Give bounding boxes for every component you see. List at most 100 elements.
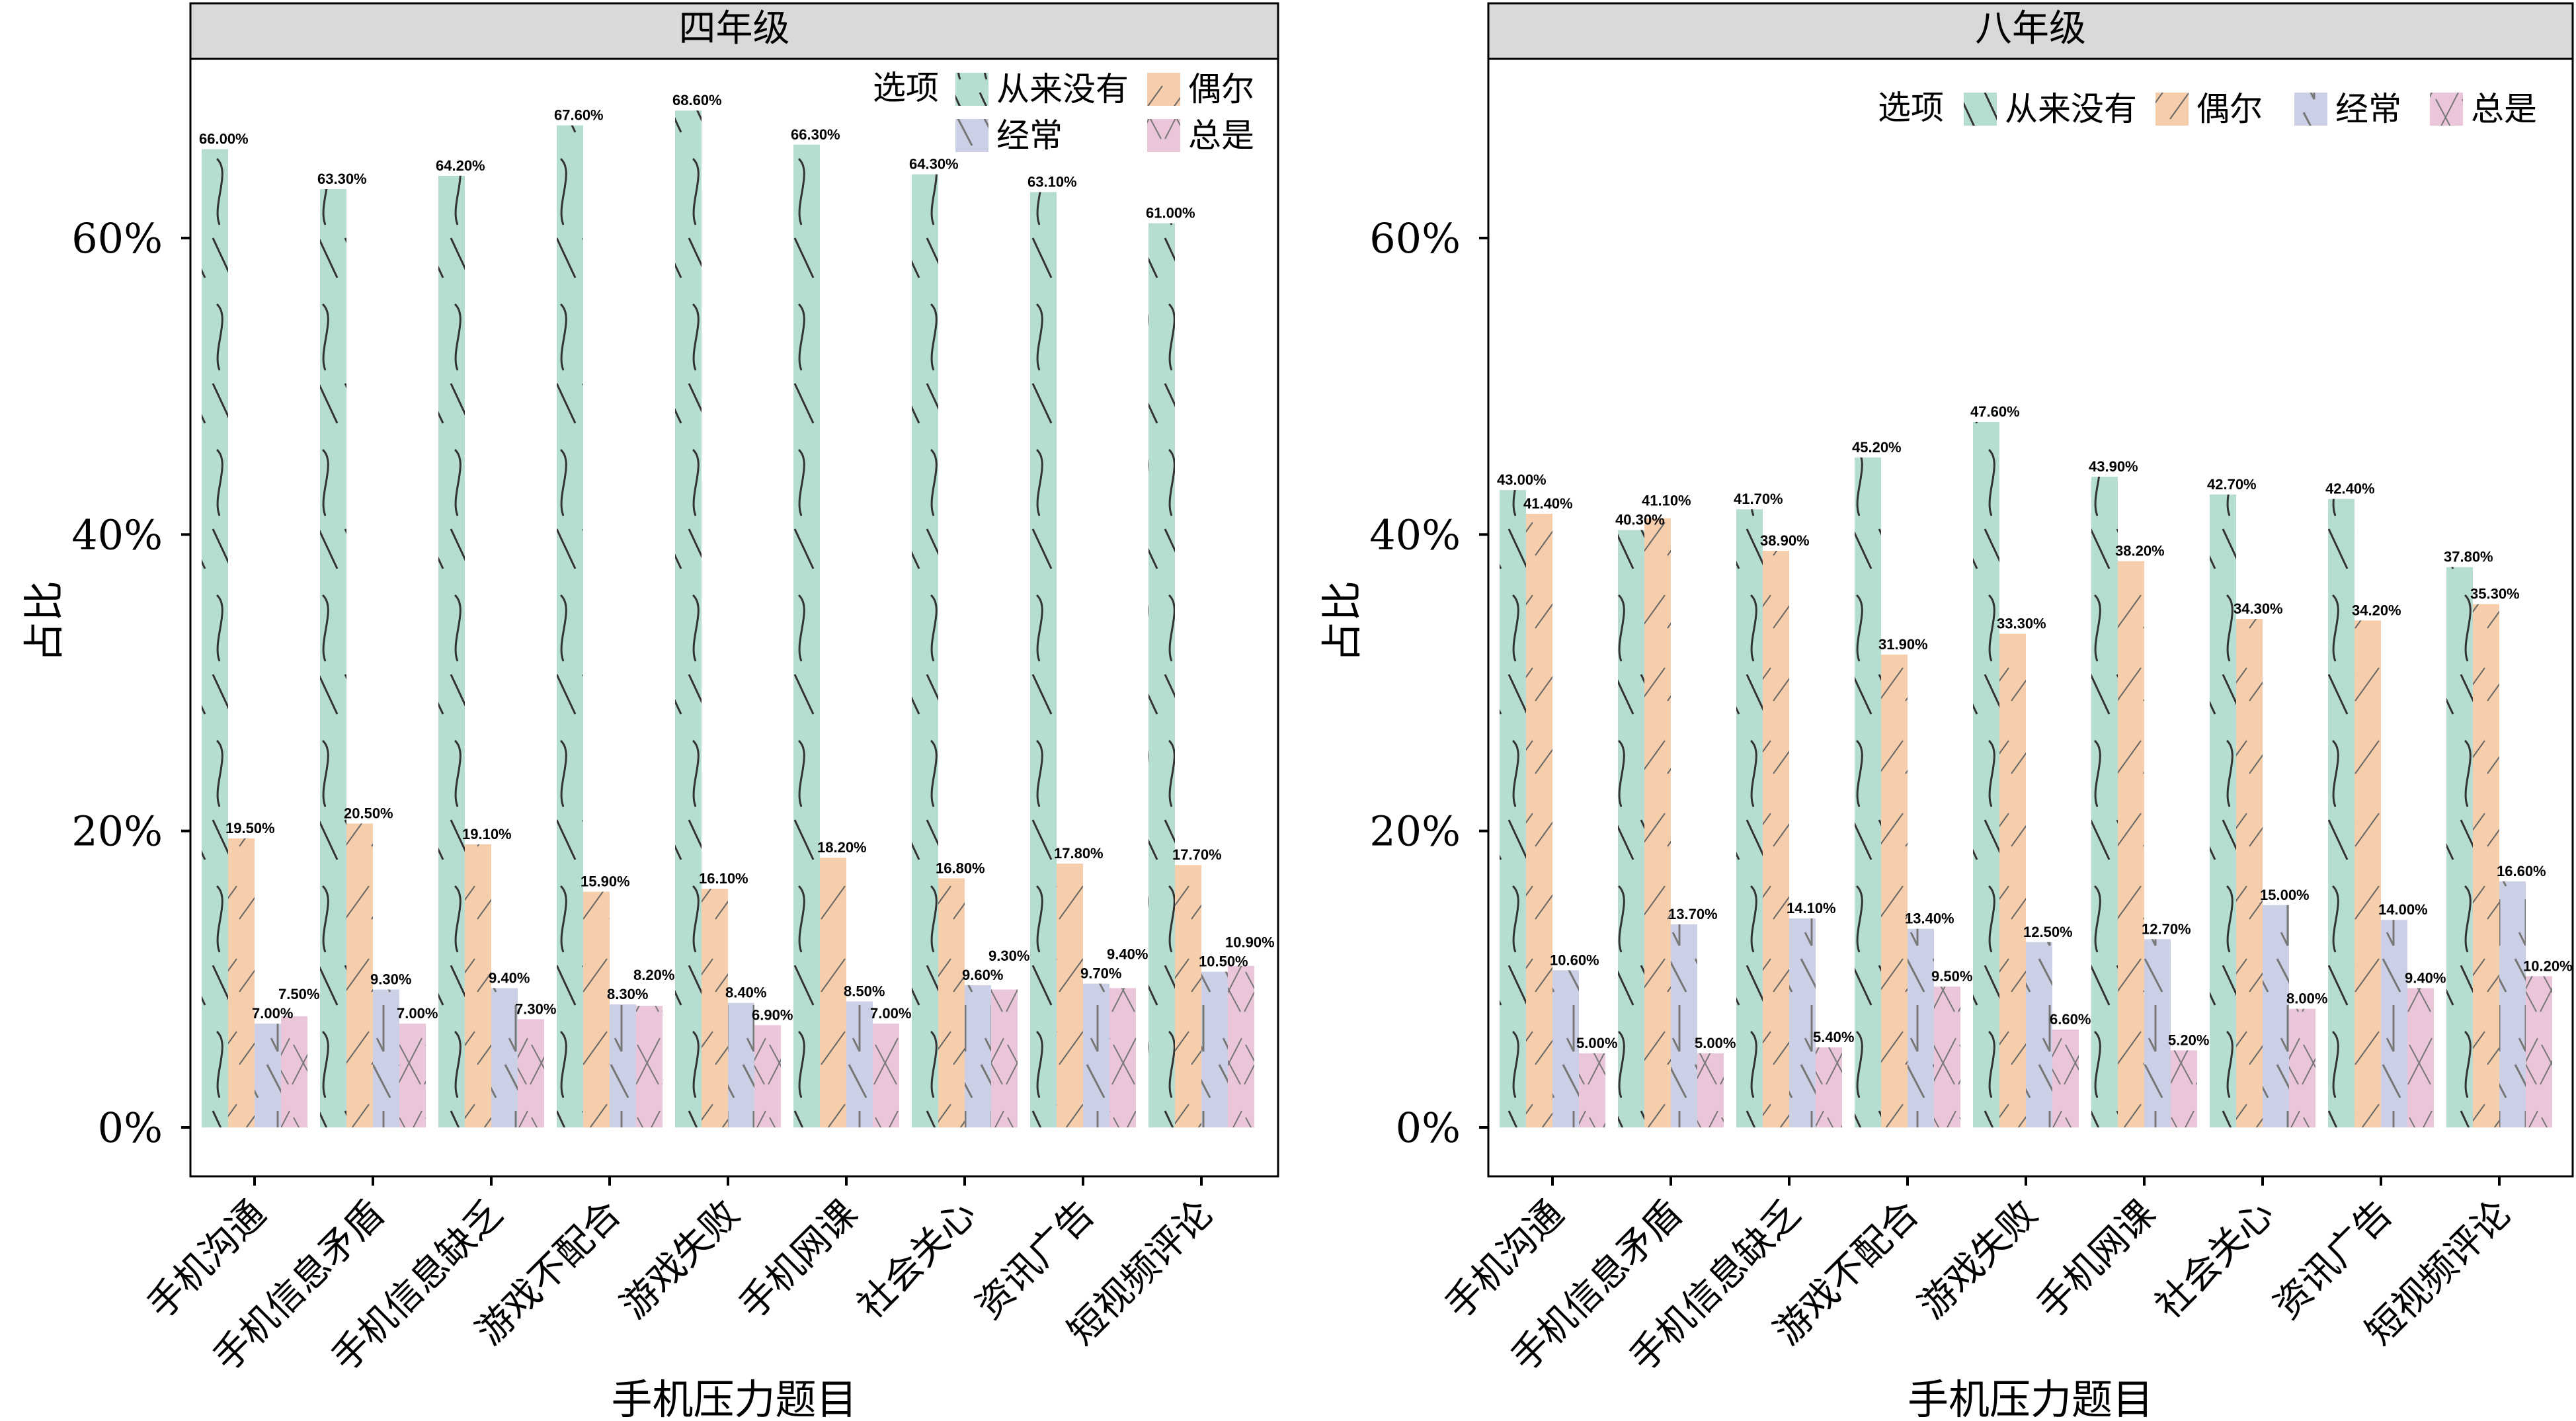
data-label: 38.20% (2115, 543, 2165, 559)
bar-hatch (1057, 863, 1083, 1127)
data-label: 17.80% (1054, 845, 1104, 862)
data-label: 34.20% (2352, 602, 2401, 618)
bar-hatch (346, 823, 373, 1127)
x-tick-label: 手机网课 (731, 1192, 866, 1327)
data-label: 12.50% (2023, 924, 2073, 940)
data-label: 14.00% (2378, 901, 2428, 918)
bar-hatch (1697, 1053, 1724, 1127)
bar-hatch (2499, 881, 2526, 1127)
bar-hatch (2446, 567, 2473, 1127)
bar-hatch (281, 1016, 307, 1127)
data-label: 9.30% (988, 948, 1029, 964)
data-label: 9.50% (1931, 968, 1972, 985)
data-labels: 66.00% 19.50% 7.00% 7.50% 63.30% 20.50% 9.30% 7… (199, 92, 1275, 1023)
data-label: 34.30% (2234, 600, 2283, 617)
bar-hatch (1881, 654, 1908, 1127)
bar-hatch (1148, 223, 1175, 1127)
data-label: 31.90% (1878, 636, 1928, 653)
data-label: 7.50% (278, 986, 319, 1002)
data-label: 43.00% (1497, 471, 1547, 488)
bar-hatch (846, 1001, 873, 1127)
data-label: 16.60% (2497, 863, 2546, 879)
bar-hatch (2355, 620, 2381, 1127)
legend-label: 总是 (1188, 116, 1254, 155)
data-label: 9.40% (1107, 946, 1148, 963)
data-label: 43.90% (2089, 458, 2138, 475)
bar-hatch (1934, 987, 1960, 1127)
data-label: 14.10% (1787, 900, 1836, 916)
data-label: 15.90% (581, 873, 630, 890)
bar-hatch (636, 1006, 663, 1127)
legend-swatch-hatch (955, 119, 988, 152)
title-strip (189, 2, 1279, 60)
bar-hatch (1816, 1047, 1842, 1127)
bar-hatch (2407, 988, 2434, 1127)
data-label: 9.70% (1080, 965, 1121, 982)
data-label: 16.10% (699, 870, 748, 887)
bar-hatch (202, 149, 228, 1127)
data-label: 40.30% (1615, 512, 1665, 528)
bar-hatch (2236, 619, 2263, 1127)
y-tick-label: 40% (71, 510, 163, 559)
bar-hatch (399, 1024, 426, 1127)
data-label: 66.30% (791, 126, 840, 143)
data-label: 47.60% (1970, 403, 2020, 420)
bar-hatch (2210, 494, 2236, 1127)
data-label: 9.40% (2405, 969, 2446, 986)
data-label: 5.20% (2168, 1032, 2209, 1048)
bars (1500, 421, 2552, 1127)
title-strip (1487, 2, 2574, 60)
legend-swatch-hatch (955, 73, 988, 106)
bar-hatch (491, 988, 518, 1127)
data-label: 18.20% (817, 839, 867, 856)
bar-hatch (1109, 988, 1136, 1127)
x-axis-title: 手机压力题目 (1908, 1375, 2153, 1421)
y-tick-label: 20% (1369, 807, 1461, 856)
bar-hatch (2328, 499, 2355, 1127)
data-label: 45.20% (1852, 439, 1902, 456)
bar-hatch (2118, 561, 2144, 1127)
legend-label: 偶尔 (1188, 70, 1254, 108)
y-tick-label: 60% (71, 214, 163, 263)
data-label: 6.60% (2050, 1011, 2091, 1028)
data-label: 68.60% (672, 92, 722, 108)
data-label: 61.00% (1146, 205, 1195, 222)
data-label: 10.50% (1199, 954, 1248, 970)
bar-hatch (1228, 965, 1254, 1127)
data-label: 8.50% (844, 983, 885, 999)
bar-hatch (2144, 939, 2171, 1127)
data-label: 16.80% (936, 860, 985, 876)
data-label: 13.40% (1905, 911, 1954, 927)
data-label: 8.00% (2286, 991, 2327, 1007)
data-labels: 43.00% 41.40% 10.60% 5.00% 40.30% 41.10% 13.70… (1497, 403, 2573, 1051)
x-tick-label: 社会关心 (850, 1192, 985, 1327)
y-axis-title: 占比 (1318, 581, 1366, 663)
data-label: 63.30% (317, 171, 367, 187)
bar-hatch (438, 175, 465, 1128)
y-tick-label: 60% (1369, 214, 1461, 263)
data-label: 7.00% (870, 1005, 911, 1022)
bar-hatch (1579, 1053, 1605, 1127)
bar-hatch (228, 838, 255, 1127)
legend-label: 偶尔 (2196, 90, 2263, 128)
data-label: 42.70% (2207, 476, 2257, 493)
bar-hatch (255, 1024, 281, 1127)
data-label: 67.60% (554, 107, 604, 124)
legend: 选项 从来没有 偶尔 经常 总是 (1878, 89, 2537, 128)
x-tick-label: 手机网课 (2029, 1192, 2164, 1327)
bar-hatch (1644, 518, 1671, 1127)
data-label: 10.60% (1550, 952, 1599, 968)
chart-title: 四年级 (679, 7, 790, 50)
data-label: 20.50% (344, 805, 393, 821)
bar-hatch (2052, 1030, 2079, 1127)
data-label: 66.00% (199, 131, 249, 147)
y-tick-label: 0% (1396, 1104, 1461, 1152)
legend-swatch-hatch (2155, 93, 2189, 126)
bar-hatch (1201, 971, 1228, 1127)
data-label: 12.70% (2142, 920, 2191, 937)
bar-hatch (675, 110, 702, 1127)
bars (202, 110, 1254, 1128)
data-label: 9.60% (962, 967, 1003, 983)
